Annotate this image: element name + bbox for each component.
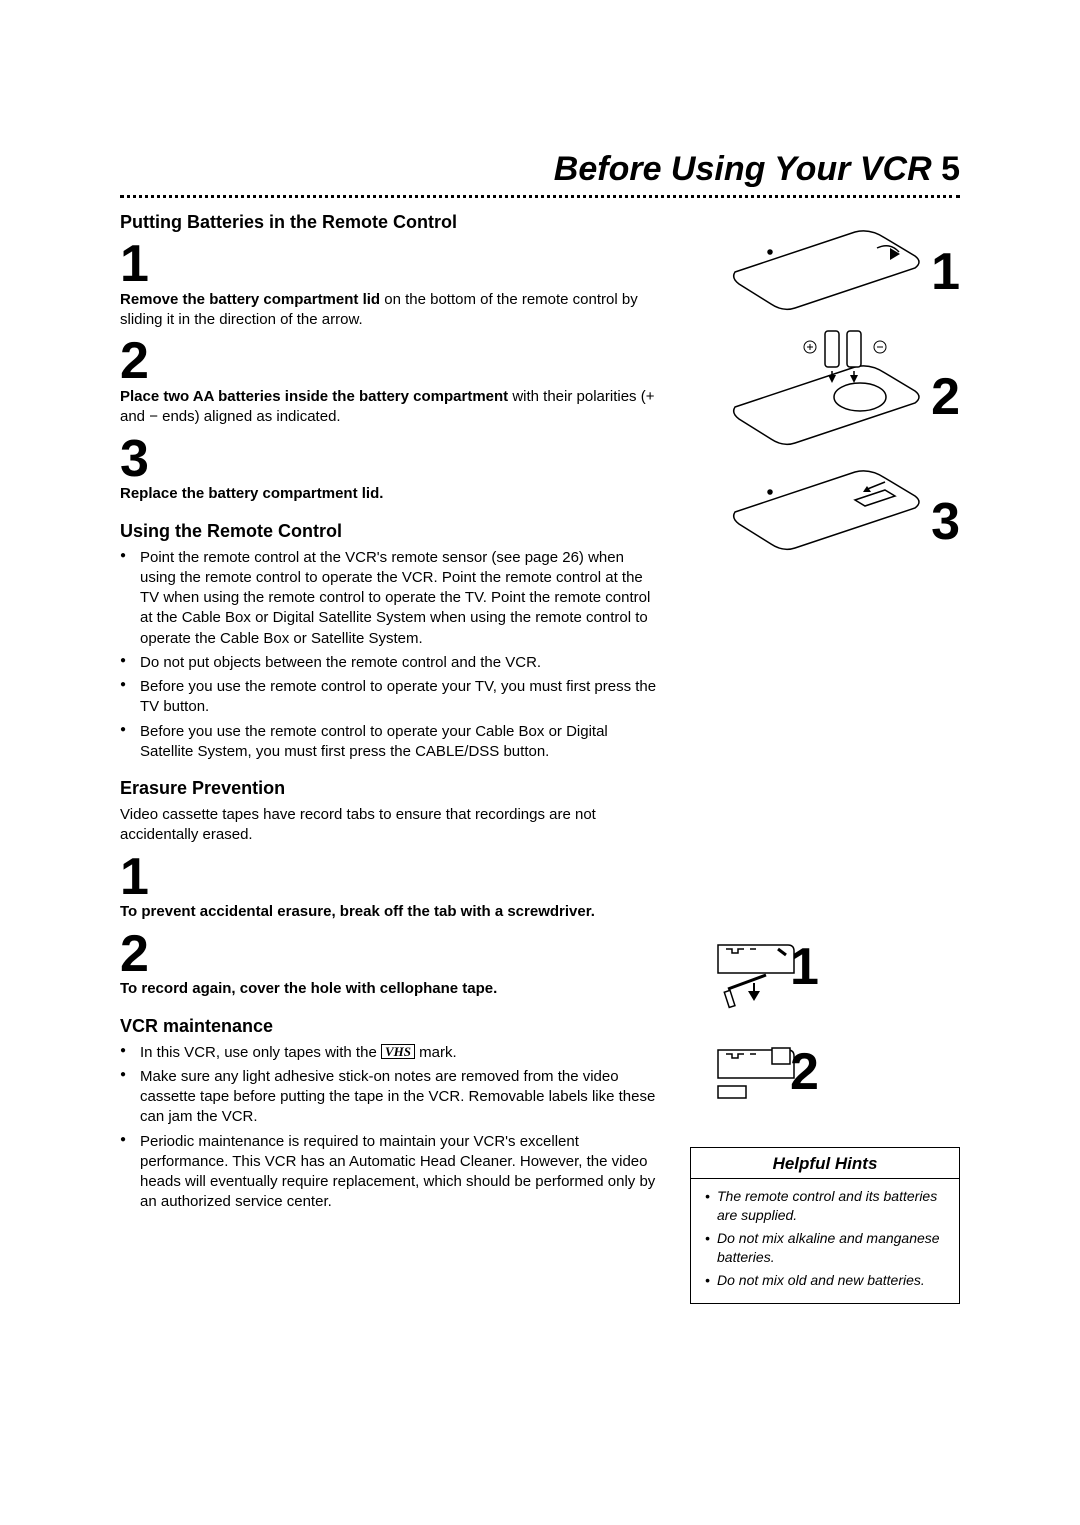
maint-post: mark. [415, 1044, 457, 1061]
diagram-number: 1 [931, 242, 960, 302]
step-number: 1 [120, 854, 660, 901]
tape-diagram-2: 2 [690, 1042, 960, 1117]
heading-maintenance: VCR maintenance [120, 1016, 660, 1037]
remote-diagram-2: 2 [690, 327, 960, 462]
remote-diagram-1: 1 [690, 212, 960, 327]
bullet-item: Make sure any light adhesive stick-on no… [120, 1067, 660, 1128]
heading-erasure: Erasure Prevention [120, 778, 660, 799]
page-title-text: Before Using Your VCR [554, 150, 932, 188]
page-number: 5 [941, 150, 960, 188]
hint-item: Do not mix old and new batteries. [703, 1271, 947, 1290]
vhs-logo-icon: VHS [381, 1044, 415, 1059]
heading-using-remote: Using the Remote Control [120, 521, 660, 542]
step-number: 3 [120, 436, 660, 483]
bullet-item: In this VCR, use only tapes with the VHS… [120, 1043, 660, 1063]
step-text: To record again, cover the hole with cel… [120, 979, 660, 999]
diagram-number: 3 [931, 492, 960, 552]
diagram-number: 2 [790, 1042, 819, 1102]
main-content-column: Putting Batteries in the Remote Control … [120, 212, 660, 1304]
heading-batteries: Putting Batteries in the Remote Control [120, 212, 660, 233]
bullet-item: Before you use the remote control to ope… [120, 722, 660, 763]
remote-batteries-illustration-icon [715, 327, 935, 457]
step-number: 2 [120, 931, 660, 978]
diagram-number: 2 [931, 367, 960, 427]
bullet-item: Before you use the remote control to ope… [120, 677, 660, 718]
hint-item: Do not mix alkaline and manganese batter… [703, 1229, 947, 1267]
bullet-item: Periodic maintenance is required to main… [120, 1132, 660, 1213]
spacer [690, 567, 960, 937]
maint-pre: In this VCR, use only tapes with the [140, 1044, 377, 1061]
helpful-hints-box: Helpful Hints The remote control and its… [690, 1147, 960, 1304]
remote-illustration-icon [715, 212, 935, 322]
step-number: 1 [120, 241, 660, 288]
bullet-item: Point the remote control at the VCR's re… [120, 548, 660, 649]
step-number: 2 [120, 338, 660, 385]
step-bold: Place two AA batteries inside the batter… [120, 388, 508, 405]
illustration-column: 1 2 [690, 212, 960, 1304]
diagram-number: 1 [790, 937, 819, 997]
bullet-item: Do not put objects between the remote co… [120, 653, 660, 673]
remote-diagram-3: 3 [690, 462, 960, 567]
step-bold: To prevent accidental erasure, break off… [120, 903, 595, 920]
step-text: Place two AA batteries inside the batter… [120, 387, 660, 428]
hints-title: Helpful Hints [691, 1148, 959, 1179]
tape-diagram-1: 1 [690, 937, 960, 1032]
divider [120, 195, 960, 198]
bullet-list: Point the remote control at the VCR's re… [120, 548, 660, 763]
remote-closed-illustration-icon [715, 462, 935, 562]
step-text: Remove the battery compartment lid on th… [120, 290, 660, 331]
step-bold: Replace the battery compartment lid. [120, 485, 383, 502]
hints-list: The remote control and its batteries are… [703, 1187, 947, 1289]
bullet-list: In this VCR, use only tapes with the VHS… [120, 1043, 660, 1213]
hint-item: The remote control and its batteries are… [703, 1187, 947, 1225]
page-title: Before Using Your VCR 5 [120, 150, 960, 189]
step-text: Replace the battery compartment lid. [120, 484, 660, 504]
step-bold: Remove the battery compartment lid [120, 291, 380, 308]
erasure-intro: Video cassette tapes have record tabs to… [120, 805, 660, 846]
step-text: To prevent accidental erasure, break off… [120, 902, 660, 922]
step-bold: To record again, cover the hole with cel… [120, 980, 497, 997]
